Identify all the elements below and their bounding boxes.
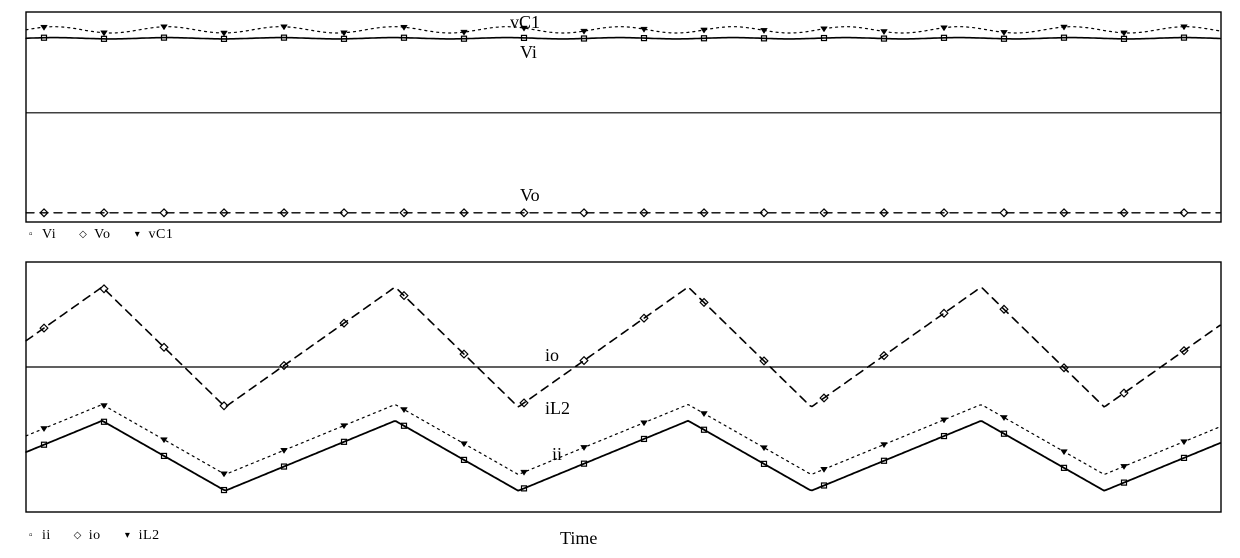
- legend-text: io: [89, 528, 101, 544]
- label-Vi: Vi: [520, 42, 537, 63]
- legend-voltages: ▫ Vi ◇ Vo ▾ vC1: [26, 227, 191, 243]
- legend-text: iL2: [139, 528, 160, 544]
- legend-marker-diamond-icon: ◇: [73, 531, 83, 541]
- xaxis-title: Time: [560, 528, 597, 549]
- legend-marker-square-icon: ▫: [26, 230, 36, 240]
- legend-currents: ▫ ii ◇ io ▾ iL2: [26, 528, 178, 544]
- plot-canvas: [0, 0, 1240, 558]
- legend-text: Vi: [42, 227, 56, 243]
- legend-marker-triangle-icon: ▾: [132, 230, 142, 240]
- label-ii: ii: [552, 444, 562, 465]
- label-iL2: iL2: [545, 398, 570, 419]
- legend-marker-diamond-icon: ◇: [78, 230, 88, 240]
- legend-text: Vo: [94, 227, 110, 243]
- waveform-figure: { "figure": { "width_px": 1240, "height_…: [0, 0, 1240, 558]
- label-vC1: vC1: [510, 12, 540, 33]
- legend-text: vC1: [148, 227, 173, 243]
- legend-text: ii: [42, 528, 51, 544]
- legend-marker-square-icon: ▫: [26, 531, 36, 541]
- label-Vo: Vo: [520, 185, 540, 206]
- label-io: io: [545, 345, 559, 366]
- legend-marker-triangle-icon: ▾: [123, 531, 133, 541]
